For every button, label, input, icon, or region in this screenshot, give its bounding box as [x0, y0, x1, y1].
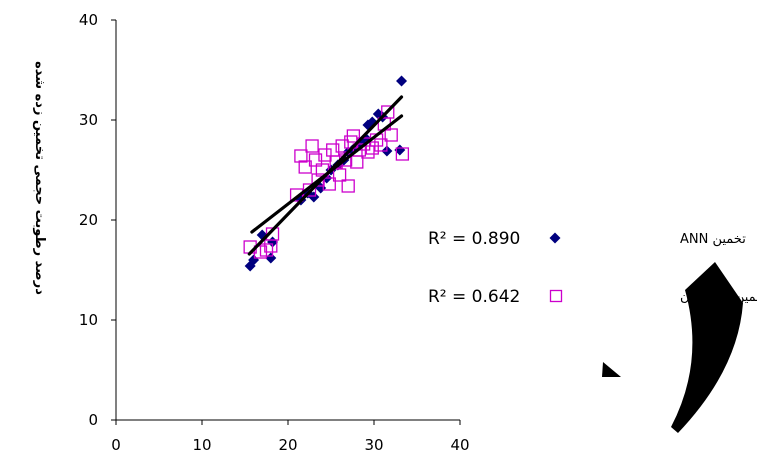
data-point-regression — [298, 160, 312, 174]
data-point-regression — [335, 139, 349, 153]
y-tick-label: 0 — [88, 411, 98, 429]
y-tick-label: 10 — [79, 311, 98, 329]
decorative-swoosh-shape — [671, 262, 743, 433]
data-point-regression — [365, 141, 379, 155]
data-point-regression — [341, 179, 355, 193]
data-point-regression — [311, 173, 325, 187]
data-point-regression — [384, 128, 398, 142]
data-point-regression — [395, 147, 410, 161]
data-point-ann — [248, 254, 260, 266]
x-tick-label: 10 — [192, 436, 211, 454]
data-point-ann — [267, 236, 279, 248]
data-point-regression — [326, 143, 340, 157]
legend-marker-ann — [549, 232, 561, 244]
legend-marker-regression — [549, 289, 563, 303]
axes — [111, 19, 461, 425]
y-tick-label: 40 — [79, 11, 98, 29]
trendline — [250, 114, 404, 234]
y-tick-label: 20 — [79, 211, 98, 229]
data-point-regression — [381, 105, 395, 119]
legend-label: تخمین ANN — [680, 232, 746, 247]
data-point-regression — [294, 149, 308, 163]
y-axis-label: درصد رطوبت حجمی تخمین زده شده — [32, 61, 47, 295]
x-tick-labels: 0 10 20 30 40 — [111, 436, 469, 454]
trendlines — [247, 95, 404, 256]
data-point-regression — [318, 148, 332, 162]
data-point-regression — [332, 168, 347, 182]
data-point-regression — [350, 155, 364, 169]
x-tick-label: 20 — [278, 436, 297, 454]
r2-label: R² = 0.890 — [428, 229, 520, 249]
data-point-regression — [259, 243, 274, 257]
r2-label: R² = 0.642 — [428, 287, 520, 307]
x-tick-label: 0 — [111, 436, 121, 454]
data-point-regression — [308, 153, 323, 167]
y-tick-label: 30 — [79, 111, 98, 129]
data-point-regression — [289, 188, 304, 202]
data-point-ann — [308, 191, 320, 203]
x-tick-label: 40 — [450, 436, 469, 454]
decorative-swoosh-shape — [602, 362, 621, 377]
data-point-ann — [394, 144, 406, 156]
x-tick-label: 30 — [364, 436, 383, 454]
y-tick-labels: 0 10 20 30 40 — [79, 11, 98, 429]
data-point-regression — [346, 129, 361, 143]
data-point-regression — [305, 139, 319, 153]
data-point-regression — [322, 177, 336, 191]
data-point-regression — [374, 138, 388, 152]
data-point-ann — [265, 252, 277, 264]
data-point-regression — [361, 145, 375, 159]
data-point-ann — [396, 75, 408, 87]
